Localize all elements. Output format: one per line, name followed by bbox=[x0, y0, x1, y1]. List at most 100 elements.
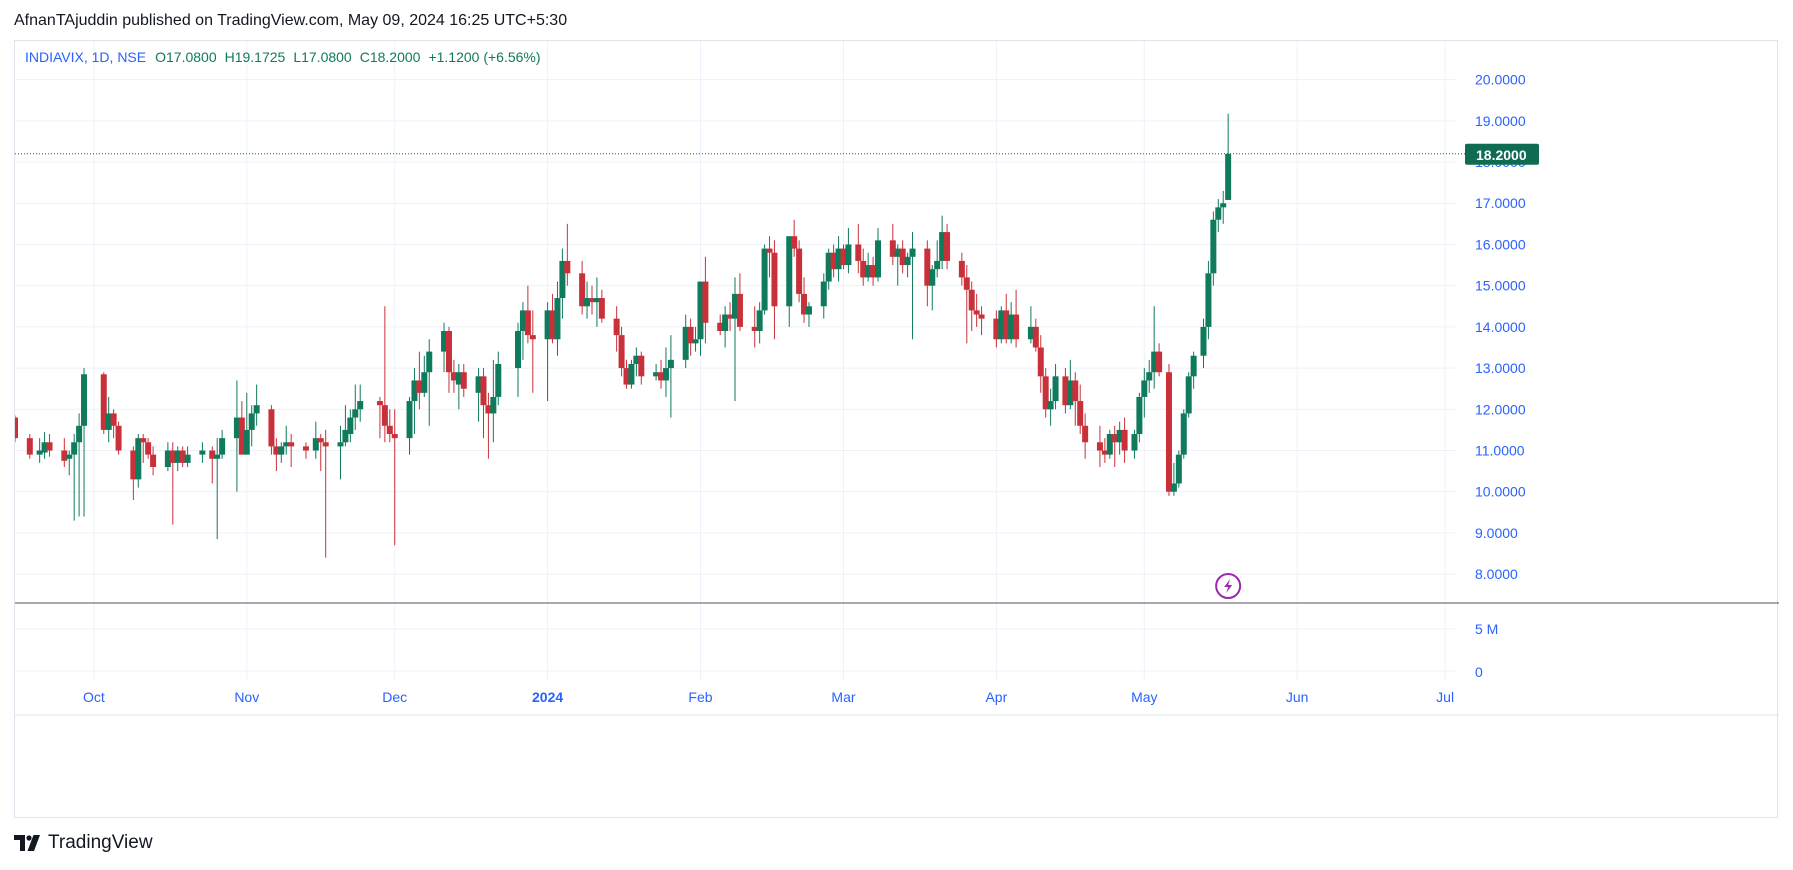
candle-body bbox=[71, 442, 78, 455]
candle-body bbox=[924, 248, 931, 286]
candle-body bbox=[312, 438, 319, 451]
candle-body bbox=[519, 310, 526, 331]
candle-body bbox=[1136, 396, 1143, 435]
candle-body bbox=[944, 232, 951, 261]
legend-value: INDIAVIX, 1D, NSE bbox=[25, 49, 146, 65]
candle-body bbox=[805, 306, 812, 315]
candle-body bbox=[588, 298, 595, 303]
time-axis-label: Oct bbox=[83, 689, 105, 705]
candle-body bbox=[973, 310, 980, 315]
candle-body bbox=[751, 326, 758, 331]
candle-body bbox=[61, 450, 68, 461]
legend-value: C18.2000 bbox=[360, 49, 421, 65]
candle-body bbox=[1170, 483, 1177, 492]
candle-body bbox=[36, 450, 43, 455]
candlestick-chart[interactable]: 20.000019.000018.000017.000016.000015.00… bbox=[15, 41, 1779, 819]
candle-body bbox=[1225, 153, 1232, 200]
candle-body bbox=[135, 438, 142, 480]
candle-body bbox=[209, 450, 216, 459]
candle-body bbox=[406, 401, 413, 439]
candle-body bbox=[480, 376, 487, 406]
candle-body bbox=[46, 442, 53, 451]
candle-body bbox=[584, 298, 591, 307]
candle-body bbox=[564, 260, 571, 274]
lightning-bolt-icon bbox=[1224, 579, 1233, 593]
candle-body bbox=[845, 244, 852, 266]
footer-brand[interactable]: TradingView bbox=[14, 832, 153, 854]
candle-body bbox=[929, 269, 936, 286]
candle-body bbox=[1175, 454, 1182, 484]
candle-body bbox=[1151, 351, 1158, 373]
candle-body bbox=[248, 413, 255, 430]
candle-body bbox=[697, 281, 704, 340]
candle-body bbox=[1190, 355, 1197, 377]
candle-body bbox=[736, 293, 743, 327]
candle-body bbox=[1101, 450, 1108, 455]
candle-body bbox=[978, 314, 985, 319]
volume-axis-label: 5 M bbox=[1475, 621, 1498, 637]
candle-body bbox=[1003, 310, 1010, 340]
candle-body bbox=[613, 318, 620, 336]
candle-body bbox=[322, 442, 329, 447]
candle-body bbox=[1096, 442, 1103, 451]
candle-body bbox=[909, 248, 916, 257]
candle-body bbox=[865, 265, 872, 278]
price-axis-label: 9.0000 bbox=[1475, 525, 1518, 541]
time-axis-label: Jul bbox=[1436, 689, 1454, 705]
candle-body bbox=[1146, 372, 1153, 381]
candle-body bbox=[939, 232, 946, 261]
price-axis-label: 16.0000 bbox=[1475, 236, 1526, 252]
candle-body bbox=[1131, 434, 1138, 451]
candle-body bbox=[544, 310, 551, 340]
candle-body bbox=[860, 260, 867, 278]
candle-body bbox=[416, 380, 423, 393]
candle-body bbox=[771, 252, 778, 307]
candle-body bbox=[441, 331, 448, 352]
candle-body bbox=[702, 281, 709, 323]
candle-body bbox=[628, 363, 635, 385]
candle-body bbox=[1047, 401, 1054, 410]
candle-body bbox=[485, 405, 492, 414]
candle-body bbox=[1200, 326, 1207, 356]
candle-body bbox=[283, 442, 290, 447]
candle-body bbox=[958, 260, 965, 278]
candle-body bbox=[1067, 380, 1074, 406]
chart-frame[interactable]: 20.000019.000018.000017.000016.000015.00… bbox=[14, 40, 1779, 819]
candle-body bbox=[1037, 347, 1044, 377]
candle-body bbox=[386, 425, 393, 435]
candle-body bbox=[529, 335, 536, 340]
legend-value: +1.1200 (+6.56%) bbox=[428, 49, 540, 65]
candle-body bbox=[41, 442, 48, 453]
candle-body bbox=[579, 273, 586, 307]
price-axis-label: 15.0000 bbox=[1475, 278, 1526, 294]
candle-body bbox=[825, 252, 832, 282]
candle-body bbox=[894, 248, 901, 257]
candle-body bbox=[214, 454, 221, 459]
candle-body bbox=[682, 326, 689, 360]
price-axis-label: 11.0000 bbox=[1475, 443, 1525, 459]
candle-body bbox=[638, 355, 645, 377]
candle-body bbox=[801, 293, 808, 315]
candle-body bbox=[115, 425, 122, 451]
candle-body bbox=[593, 298, 600, 303]
price-axis-label: 13.0000 bbox=[1475, 360, 1526, 376]
candle-body bbox=[278, 446, 285, 455]
candle-body bbox=[968, 289, 975, 311]
candle-body bbox=[475, 376, 482, 393]
last-price-label: 18.2000 bbox=[1476, 147, 1527, 163]
candle-body bbox=[1062, 376, 1069, 406]
candle-body bbox=[1210, 219, 1217, 274]
candle-body bbox=[455, 372, 462, 385]
candle-body bbox=[174, 450, 181, 463]
candle-body bbox=[791, 236, 798, 249]
candle-body bbox=[524, 310, 531, 336]
candle-body bbox=[633, 355, 640, 364]
candle-body bbox=[445, 331, 452, 373]
candle-body bbox=[1042, 376, 1049, 410]
candle-body bbox=[515, 331, 522, 369]
candle-body bbox=[184, 454, 191, 463]
candle-body bbox=[998, 310, 1005, 340]
candle-body bbox=[554, 298, 561, 340]
volume-axis-label: 0 bbox=[1475, 664, 1483, 680]
time-axis-label: Mar bbox=[831, 689, 855, 705]
